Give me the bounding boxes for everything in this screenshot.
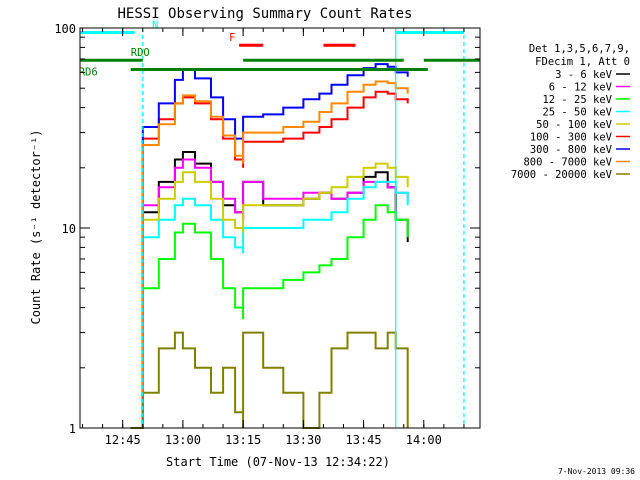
legend-entry-label: 3 - 6 keV [555,69,613,81]
x-axis-label: Start Time (07-Nov-13 12:34:22) [166,455,390,469]
legend-entry-label: 800 - 7000 keV [523,157,612,169]
x-tick-label: 13:00 [165,433,201,447]
y-tick-label: 1 [69,422,76,436]
legend-entry-label: 25 - 50 keV [542,107,612,119]
annotation-label: RD6 [79,67,98,79]
legend-entry-label: 50 - 100 keV [536,119,613,131]
annotation-label: RDO [131,47,150,59]
y-tick-label: 10 [62,222,76,236]
x-tick-label: 12:45 [105,433,141,447]
legend-header: Det 1,3,5,6,7,9, [529,43,630,55]
legend-entry-label: 7000 - 20000 keV [511,169,613,181]
legend-entry-label: 6 - 12 keV [549,82,613,94]
x-tick-label: 13:45 [346,433,382,447]
series-line-2 [130,204,409,429]
chart-title: HESSI Observing Summary Count Rates [117,6,412,22]
series-line-6 [130,63,409,429]
legend-entry-label: 12 - 25 keV [542,94,612,106]
legend-header: FDecim 1, Att 0 [535,56,630,68]
annotation-label: F [229,32,235,44]
y-tick-label: 100 [54,22,76,36]
series-line-3 [130,180,409,429]
axes: 12:45 13:00 13:15 13:30 13:45 14:00 1 10 100 [54,22,481,447]
legend-entry-label: 300 - 800 keV [530,144,613,156]
legend-entry-label: 100 - 300 keV [530,132,613,144]
footer-timestamp: 7-Nov-2013 09:36 [558,467,635,476]
series-line-8 [130,331,409,429]
series-line-1 [130,158,409,429]
annotation-label: N [152,19,158,31]
x-tick-label: 13:30 [285,433,321,447]
series-line-4 [130,162,409,429]
series-line-7 [130,80,409,429]
legend: Det 1,3,5,6,7,9,FDecim 1, Att 03 - 6 keV… [511,43,630,181]
y-axis-label: Count Rate (s⁻¹ detector⁻¹) [29,129,43,324]
x-tick-label: 14:00 [406,433,442,447]
x-tick-label: 13:15 [225,433,261,447]
plot-area: N RDO RD6 F [79,19,480,429]
